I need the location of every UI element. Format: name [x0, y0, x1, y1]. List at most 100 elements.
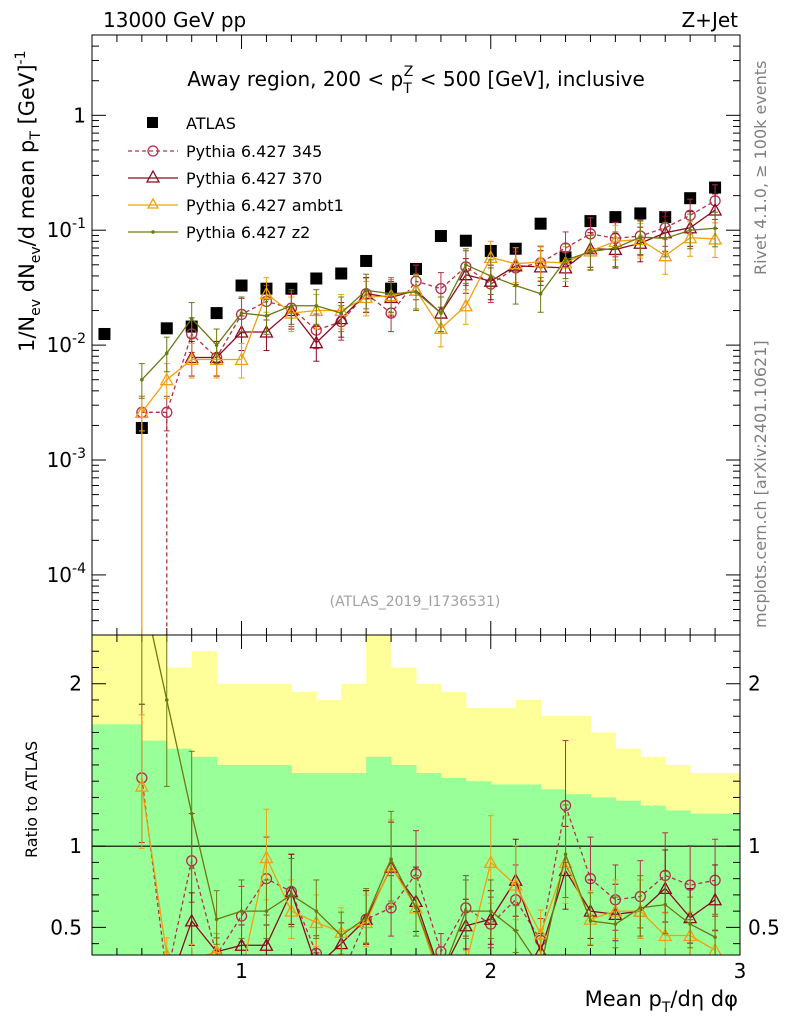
data-point-z2 [164, 351, 169, 356]
data-point-z2 [439, 974, 443, 978]
series-line-4 [141, 227, 716, 381]
legend-label-atlas: ATLAS [186, 114, 236, 133]
uncertainty-band-inner [465, 781, 492, 955]
data-point-triangle [309, 335, 324, 349]
ratio-y-tick-label: 2 [69, 672, 82, 696]
data-point-z2 [638, 906, 643, 910]
data-point-triangle [508, 877, 523, 891]
data-point-atlas [360, 254, 373, 267]
data-point-345 [435, 946, 447, 955]
data-point-z2 [214, 917, 219, 922]
legend-label-345: Pythia 6.427 345 [186, 142, 322, 161]
data-point-345 [161, 406, 173, 418]
data-point-z2 [189, 811, 194, 816]
uncertainty-band-inner [640, 805, 666, 955]
data-point-z2 [688, 922, 692, 926]
y-label-sub-2: ev [28, 246, 44, 263]
chart-title-part-2: < 500 [GeV], inclusive [413, 67, 644, 91]
data-point-z2 [214, 343, 219, 347]
x-tick-labels: 1 2 3 [235, 959, 746, 983]
data-point-z2 [264, 909, 269, 913]
analysis-id: (ATLAS_2019_I1736531) [330, 594, 501, 610]
data-point-z2 [239, 311, 244, 315]
y-tick-exponent: -4 [72, 561, 86, 577]
y-tick-base: 10 [47, 448, 72, 472]
data-point-z2 [663, 236, 668, 241]
uncertainty-band-inner [515, 784, 542, 955]
data-point-345 [336, 971, 346, 981]
data-point-atlas [335, 267, 348, 280]
data-point-triangle [234, 937, 249, 951]
ratio-y-tick-label-right: 2 [748, 672, 761, 696]
data-point-triangle [508, 256, 523, 270]
y-label-sup: -1 [13, 51, 29, 65]
data-point-z2 [464, 909, 468, 913]
y-tick-label: 10-4 [47, 561, 87, 587]
data-point-triangle [658, 928, 673, 942]
ratio-y-tick-label: 0.5 [50, 915, 82, 939]
data-point-triangle [259, 937, 274, 951]
data-point-z2 [488, 274, 493, 278]
data-point-z2 [663, 902, 668, 907]
data-point-z2 [140, 377, 144, 382]
data-point-triangle [136, 986, 148, 997]
data-point-z2 [364, 288, 368, 293]
data-point-triangle [234, 352, 249, 366]
uncertainty-band-inner [490, 784, 517, 955]
data-point-z2 [364, 915, 368, 920]
data-point-z2 [563, 258, 568, 262]
legend-entry-ambt1: Pythia 6.427 ambt1 [128, 196, 344, 215]
uncertainty-band-inner [241, 764, 267, 955]
data-point-z2 [563, 852, 568, 857]
y-label-part-3: /d mean p [15, 140, 39, 247]
uncertainty-band-inner [141, 740, 168, 955]
chart-title-subscript: T [402, 81, 412, 97]
ratio-y-tick-label: 1 [69, 834, 82, 858]
x-label-sub: T [661, 1000, 671, 1016]
data-point-z2 [314, 909, 319, 913]
series-line-3 [141, 237, 716, 413]
series-line-2 [191, 209, 716, 359]
y-label-part-2: dN [15, 263, 39, 299]
data-point-atlas [459, 234, 472, 247]
data-point-triangle [707, 892, 723, 906]
data-point-z2 [588, 919, 593, 923]
x-tick-label: 1 [235, 959, 248, 983]
data-point-atlas [534, 217, 547, 230]
data-point-triangle [533, 926, 548, 940]
y-tick-label: 1 [73, 103, 86, 127]
data-point-345 [162, 971, 172, 981]
data-point-atlas [160, 322, 173, 335]
ratio-line-0 [141, 777, 716, 955]
data-point-z2 [239, 909, 244, 913]
data-point-z2 [513, 283, 518, 288]
main-panel: 10-410-310-210-11 Away region, 200 < pTZ… [13, 34, 741, 636]
legend-marker-345 [147, 145, 159, 157]
series-line-1 [141, 200, 716, 413]
data-point-triangle [184, 913, 199, 927]
y-label-sub-3: T [28, 131, 44, 141]
x-tick-label: 3 [734, 959, 747, 983]
data-point-z2 [389, 291, 393, 296]
data-point-z2 [713, 226, 717, 231]
data-point-atlas [98, 327, 111, 340]
data-point-z2 [289, 303, 294, 308]
data-point-triangle [259, 286, 274, 300]
data-point-atlas [634, 207, 647, 220]
uncertainty-band-inner [715, 813, 740, 955]
legend-label-ambt1: Pythia 6.427 ambt1 [186, 196, 344, 215]
legend-entry-345: Pythia 6.427 345 [128, 142, 322, 161]
data-point-z2 [539, 966, 543, 970]
mcplots-side-label: mcplots.cern.ch [arXiv:2401.10621] [751, 340, 770, 628]
data-point-triangle [435, 968, 447, 979]
data-point-atlas [210, 307, 223, 320]
data-point-atlas [310, 272, 323, 285]
data-point-triangle [460, 959, 472, 970]
y-tick-exponent: -1 [72, 216, 86, 232]
uncertainty-band-inner [116, 724, 143, 955]
data-point-z2 [289, 893, 294, 897]
legend-entry-z2: Pythia 6.427 z2 [128, 223, 310, 242]
data-point-triangle [190, 952, 194, 955]
main-axes: 10-410-310-210-11 [47, 34, 741, 636]
